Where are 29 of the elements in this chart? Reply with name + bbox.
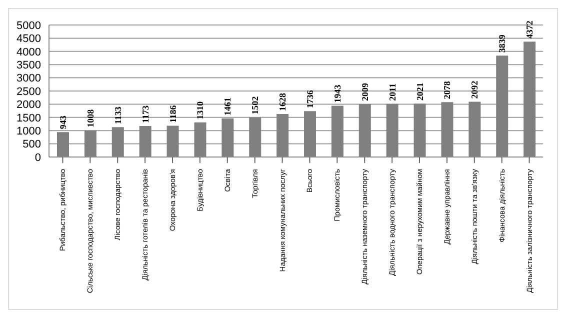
y-tick-label: 0 <box>34 152 41 164</box>
data-label: 2021 <box>414 82 425 101</box>
y-tick-label: 4000 <box>16 46 41 58</box>
y-tick-label: 3500 <box>16 60 41 72</box>
data-label: 1310 <box>195 100 206 120</box>
y-tick-label: 2500 <box>16 86 41 98</box>
data-label: 3839 <box>497 34 508 53</box>
data-label: 1943 <box>332 84 342 103</box>
data-label: 1736 <box>305 90 315 108</box>
data-label: 2011 <box>387 82 398 101</box>
data-label: 4372 <box>524 20 535 39</box>
y-tick-label: 2000 <box>16 99 41 112</box>
y-tick-label: 500 <box>22 138 41 151</box>
data-label: 2092 <box>470 80 480 99</box>
y-tick-label: 1500 <box>16 112 41 124</box>
data-label: 943 <box>58 115 68 130</box>
y-tick-label: 4500 <box>16 33 41 46</box>
y-tick-label: 3000 <box>16 72 41 85</box>
data-label: 1186 <box>168 104 178 123</box>
y-tick-label: 1000 <box>16 126 41 138</box>
y-tick-label: 5000 <box>16 20 41 32</box>
data-label: 1461 <box>222 96 233 116</box>
data-label: 2009 <box>360 82 370 101</box>
data-label: 1628 <box>278 92 288 112</box>
data-label: 1133 <box>112 106 123 124</box>
data-label: 2078 <box>442 80 452 100</box>
data-label: 1502 <box>250 96 260 114</box>
data-label: 1173 <box>140 105 150 124</box>
data-label: 1008 <box>85 108 96 128</box>
